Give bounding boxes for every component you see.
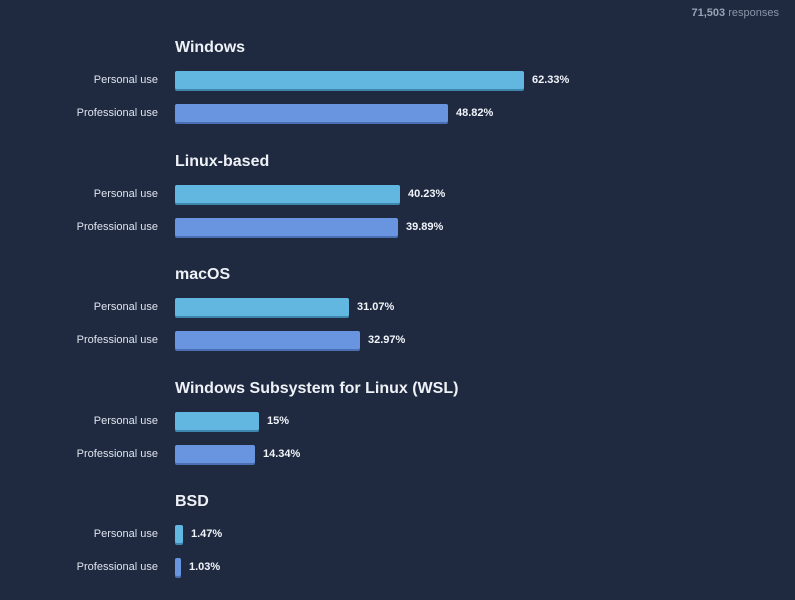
series-label: Personal use [93, 528, 158, 540]
data-label: 1.47% [191, 528, 223, 540]
bar[interactable] [175, 558, 181, 576]
series-label: Personal use [93, 301, 158, 313]
responses-summary: 71,503 responses [692, 7, 779, 19]
data-label: 62.33% [532, 74, 570, 86]
group-title: Linux-based [175, 153, 270, 170]
data-label: 40.23% [408, 188, 446, 200]
responses-label: responses [728, 7, 779, 19]
bar[interactable] [175, 185, 400, 203]
data-label: 1.03% [189, 561, 221, 573]
group-title: Windows Subsystem for Linux (WSL) [175, 380, 459, 397]
group-title: BSD [175, 493, 209, 510]
bar[interactable] [175, 218, 398, 236]
series-label: Professional use [76, 334, 158, 346]
group-title: Windows [175, 39, 246, 56]
data-label: 14.34% [263, 448, 301, 460]
series-label: Professional use [76, 107, 158, 119]
series-label: Personal use [93, 74, 158, 86]
data-label: 39.89% [406, 221, 444, 233]
bar[interactable] [175, 445, 255, 463]
data-label: 48.82% [456, 107, 494, 119]
bar[interactable] [175, 412, 259, 430]
series-label: Professional use [76, 221, 158, 233]
bar[interactable] [175, 104, 448, 122]
group-title: macOS [175, 266, 231, 283]
series-label: Personal use [93, 188, 158, 200]
bar[interactable] [175, 71, 524, 89]
series-label: Professional use [76, 448, 158, 460]
responses-count: 71,503 [691, 7, 726, 19]
bar[interactable] [175, 525, 183, 543]
series-label: Personal use [93, 415, 158, 427]
bar[interactable] [175, 298, 349, 316]
series-label: Professional use [76, 561, 158, 573]
data-label: 32.97% [368, 334, 406, 346]
bar[interactable] [175, 331, 360, 349]
data-label: 15% [267, 415, 290, 427]
data-label: 31.07% [357, 301, 395, 313]
